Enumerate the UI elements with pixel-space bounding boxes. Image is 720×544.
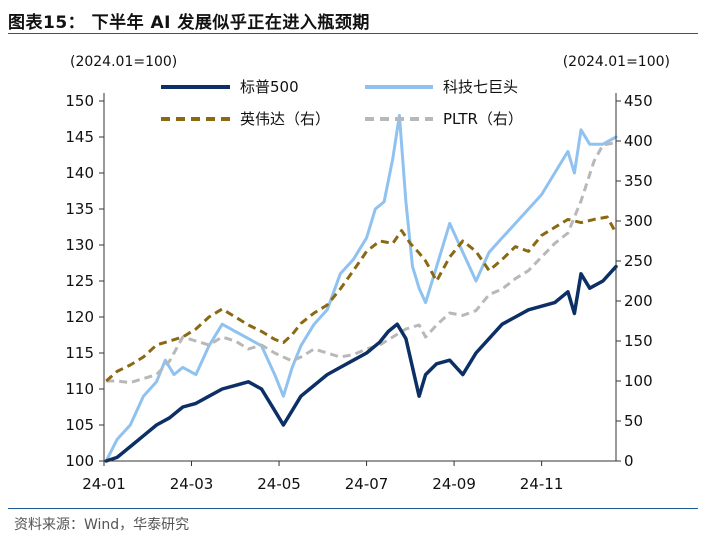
y-right-tick-label: 200 xyxy=(624,292,653,310)
x-tick-label: 24-01 xyxy=(82,475,126,493)
series-line-mag7 xyxy=(104,113,618,463)
y-left-tick-label: 105 xyxy=(65,416,94,434)
chart-title: 图表15： 下半年 AI 发展似乎正在进入瓶颈期 xyxy=(8,13,370,33)
source-note: 资料来源：Wind，华泰研究 xyxy=(14,517,190,533)
x-tick-label: 24-03 xyxy=(170,475,214,493)
x-tick-label: 24-07 xyxy=(345,475,389,493)
y-right-tick-label: 0 xyxy=(624,452,634,470)
legend-label-mag7: 科技七巨头 xyxy=(443,78,518,96)
y-right-tick-label: 350 xyxy=(624,172,653,190)
legend-label-nvda: 英伟达（右） xyxy=(240,110,330,128)
y-right-tick-label: 250 xyxy=(624,252,653,270)
series-line-nvda xyxy=(105,215,618,383)
x-tick-label: 24-11 xyxy=(520,475,564,493)
series-line-sp500 xyxy=(104,264,618,463)
x-tick-label: 24-05 xyxy=(257,475,301,493)
y-right-tick-label: 50 xyxy=(624,412,643,430)
y-left-tick-label: 140 xyxy=(65,164,94,182)
y-left-tick-label: 125 xyxy=(65,272,94,290)
series-line-pltr xyxy=(106,141,617,385)
y-left-tick-label: 145 xyxy=(65,128,94,146)
y-right-tick-label: 300 xyxy=(624,212,653,230)
y-left-tick-label: 135 xyxy=(65,200,94,218)
legend-label-pltr: PLTR（右） xyxy=(443,110,523,128)
y-left-tick-label: 110 xyxy=(65,380,94,398)
left-axis-note: (2024.01=100) xyxy=(70,54,177,70)
y-right-tick-label: 100 xyxy=(624,372,653,390)
y-right-tick-label: 450 xyxy=(624,92,653,110)
y-right-tick-label: 400 xyxy=(624,132,653,150)
footer-rule xyxy=(8,508,698,509)
y-left-tick-label: 120 xyxy=(65,308,94,326)
right-axis-note: (2024.01=100) xyxy=(563,54,670,70)
y-left-tick-label: 115 xyxy=(65,344,94,362)
y-right-tick-label: 150 xyxy=(624,332,653,350)
x-tick-label: 24-09 xyxy=(432,475,476,493)
y-left-tick-label: 130 xyxy=(65,236,94,254)
legend-label-sp500: 标普500 xyxy=(240,78,299,96)
y-left-tick-label: 100 xyxy=(65,452,94,470)
y-left-tick-label: 150 xyxy=(65,92,94,110)
title-rule xyxy=(8,33,698,34)
